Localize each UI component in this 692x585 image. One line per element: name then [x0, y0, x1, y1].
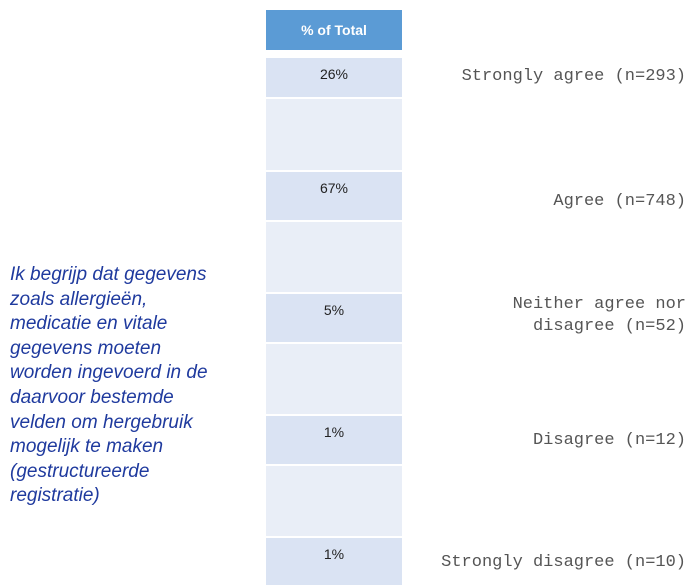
row-label: Agree (n=748) [553, 192, 686, 211]
row-label: Strongly agree (n=293) [461, 67, 686, 86]
question-line: Ik begrijp dat gegevens [10, 264, 207, 285]
question-line: gegevens moeten [10, 337, 162, 359]
value-cell: 1% [266, 538, 402, 585]
question-line: mogelijk te maken [10, 436, 164, 458]
value-cell: 26% [266, 58, 402, 97]
row-label: Neither agree nor disagree (n=52) [512, 295, 686, 336]
question-line: (gestructureerde [10, 460, 150, 482]
question-line: zoals allergieën, [10, 288, 148, 310]
question-line: daarvoor bestemde [10, 386, 174, 408]
question-line: worden ingevoerd in de [10, 362, 208, 384]
value-cell: 1% [266, 416, 402, 464]
question-line: velden om hergebruik [10, 411, 193, 433]
column-header: % of Total [266, 10, 402, 50]
spacer-cell [266, 99, 402, 170]
row-label: Strongly disagree (n=10) [441, 553, 686, 572]
spacer-cell [266, 466, 402, 536]
value-cell: 5% [266, 294, 402, 342]
spacer-cell [266, 344, 402, 414]
question-line: registratie) [10, 485, 100, 507]
question: Ik begrijp dat gegevens zoals allergieën,… [10, 263, 208, 509]
spacer-cell [266, 222, 402, 292]
question-line: medicatie en vitale [10, 313, 168, 335]
value-cell: 67% [266, 172, 402, 220]
row-label: Disagree (n=12) [532, 431, 686, 450]
